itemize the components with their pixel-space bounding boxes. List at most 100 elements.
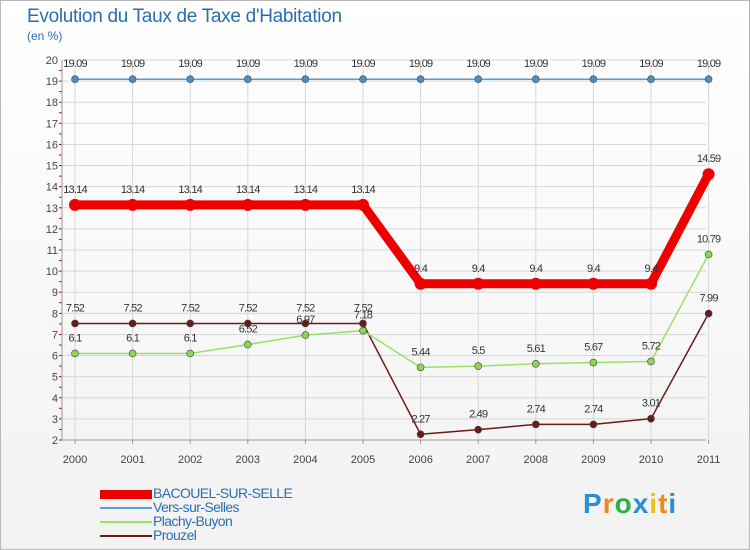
data-label: 9.4 xyxy=(587,263,601,275)
logo-letter: P xyxy=(583,488,603,519)
data-label: 19.09 xyxy=(524,58,548,70)
data-label: 2.74 xyxy=(527,403,546,415)
data-point xyxy=(71,349,79,358)
x-tick-label: 2010 xyxy=(639,454,663,466)
data-label: 7.52 xyxy=(296,302,315,314)
y-tick-label: 12 xyxy=(46,224,58,236)
x-tick-label: 2004 xyxy=(293,454,317,466)
data-point xyxy=(359,75,367,84)
x-tick-label: 2001 xyxy=(120,454,144,466)
series-line xyxy=(74,253,710,369)
data-label: 19.09 xyxy=(639,58,663,70)
data-point xyxy=(301,319,310,328)
data-label: 2.74 xyxy=(584,403,603,415)
x-tick-label: 2000 xyxy=(63,454,87,466)
data-label: 9.4 xyxy=(645,263,659,275)
x-tick-label: 2002 xyxy=(178,454,202,466)
logo-letter: t xyxy=(658,488,669,519)
data-label: 5.72 xyxy=(642,340,661,352)
data-point xyxy=(414,277,427,290)
series-line xyxy=(70,169,714,289)
data-point xyxy=(531,420,540,429)
y-tick-label: 7 xyxy=(52,329,58,341)
data-label: 6.1 xyxy=(69,332,83,344)
x-tick-label: 2011 xyxy=(697,454,721,466)
data-label: 3.01 xyxy=(642,398,661,410)
data-label: 7.52 xyxy=(239,302,258,314)
legend-swatch xyxy=(100,507,152,509)
data-label: 7.99 xyxy=(699,293,718,305)
data-label: 6.97 xyxy=(296,314,315,326)
data-label: 13.14 xyxy=(178,184,202,196)
data-label: 13.14 xyxy=(236,184,260,196)
data-point xyxy=(244,75,252,84)
data-label: 19.09 xyxy=(121,58,145,70)
data-label: 7.52 xyxy=(181,302,200,314)
data-point xyxy=(186,319,194,328)
y-tick-label: 16 xyxy=(46,139,58,151)
data-label: 13.14 xyxy=(294,184,318,196)
y-tick-label: 9 xyxy=(52,287,58,299)
y-tick-label: 11 xyxy=(47,245,58,257)
legend-swatch xyxy=(100,535,152,537)
y-tick-label: 13 xyxy=(46,203,58,215)
legend-label: Plachy-Buyon xyxy=(153,513,233,529)
legend-label: BACOUEL-SUR-SELLE xyxy=(153,485,293,501)
legend-item-bacouel: BACOUEL-SUR-SELLE xyxy=(100,485,360,501)
x-tick-label: 2009 xyxy=(581,454,605,466)
x-tick-label: 2003 xyxy=(236,454,260,466)
logo-letter: i xyxy=(649,488,659,519)
data-label: 2.49 xyxy=(469,409,488,421)
y-tick-label: 17 xyxy=(46,118,58,130)
data-point xyxy=(184,198,197,211)
x-tick-label: 2005 xyxy=(351,454,375,466)
chart-title: Evolution du Taux de Taxe d'Habitation xyxy=(27,6,342,27)
data-point xyxy=(647,75,655,84)
x-tick-label: 2006 xyxy=(408,454,432,466)
data-label: 19.09 xyxy=(582,58,606,70)
data-point xyxy=(71,319,79,328)
legend-item-vers-sur-selles: Vers-sur-Selles xyxy=(100,499,360,515)
legend-item-plachy-buyon: Plachy-Buyon xyxy=(100,513,360,529)
data-label: 19.09 xyxy=(178,58,202,70)
data-label: 14.59 xyxy=(697,153,721,165)
data-point xyxy=(128,75,137,84)
data-label: 19.09 xyxy=(697,58,721,70)
data-label: 9.4 xyxy=(414,263,428,275)
data-point xyxy=(128,349,137,358)
data-label: 5.61 xyxy=(527,343,546,355)
data-point xyxy=(647,414,655,423)
data-label: 7.52 xyxy=(66,302,85,314)
series-line xyxy=(74,312,710,436)
logo-letter: x xyxy=(632,488,650,519)
y-tick-label: 20 xyxy=(46,55,58,67)
data-point xyxy=(704,75,713,84)
data-point xyxy=(589,358,598,367)
data-point xyxy=(472,277,485,290)
data-point xyxy=(589,75,598,84)
data-point xyxy=(474,75,483,84)
data-point xyxy=(301,331,310,339)
data-label: 10.79 xyxy=(697,233,721,245)
data-point xyxy=(704,250,713,259)
data-label: 19.09 xyxy=(351,58,375,70)
y-tick-label: 2 xyxy=(52,435,58,447)
data-label: 5.67 xyxy=(584,342,603,354)
data-point xyxy=(186,75,194,84)
data-point xyxy=(474,362,483,370)
data-point xyxy=(71,75,79,84)
data-label: 13.14 xyxy=(63,184,87,196)
data-point xyxy=(416,430,425,439)
legend-swatch xyxy=(100,489,152,499)
data-point xyxy=(647,357,655,366)
y-tick-label: 10 xyxy=(46,266,58,278)
data-point xyxy=(416,363,425,372)
data-point xyxy=(359,326,367,335)
data-point xyxy=(357,198,369,211)
data-point xyxy=(531,359,540,368)
data-point xyxy=(244,319,252,328)
data-point xyxy=(299,198,312,211)
y-tick-label: 18 xyxy=(46,97,58,109)
